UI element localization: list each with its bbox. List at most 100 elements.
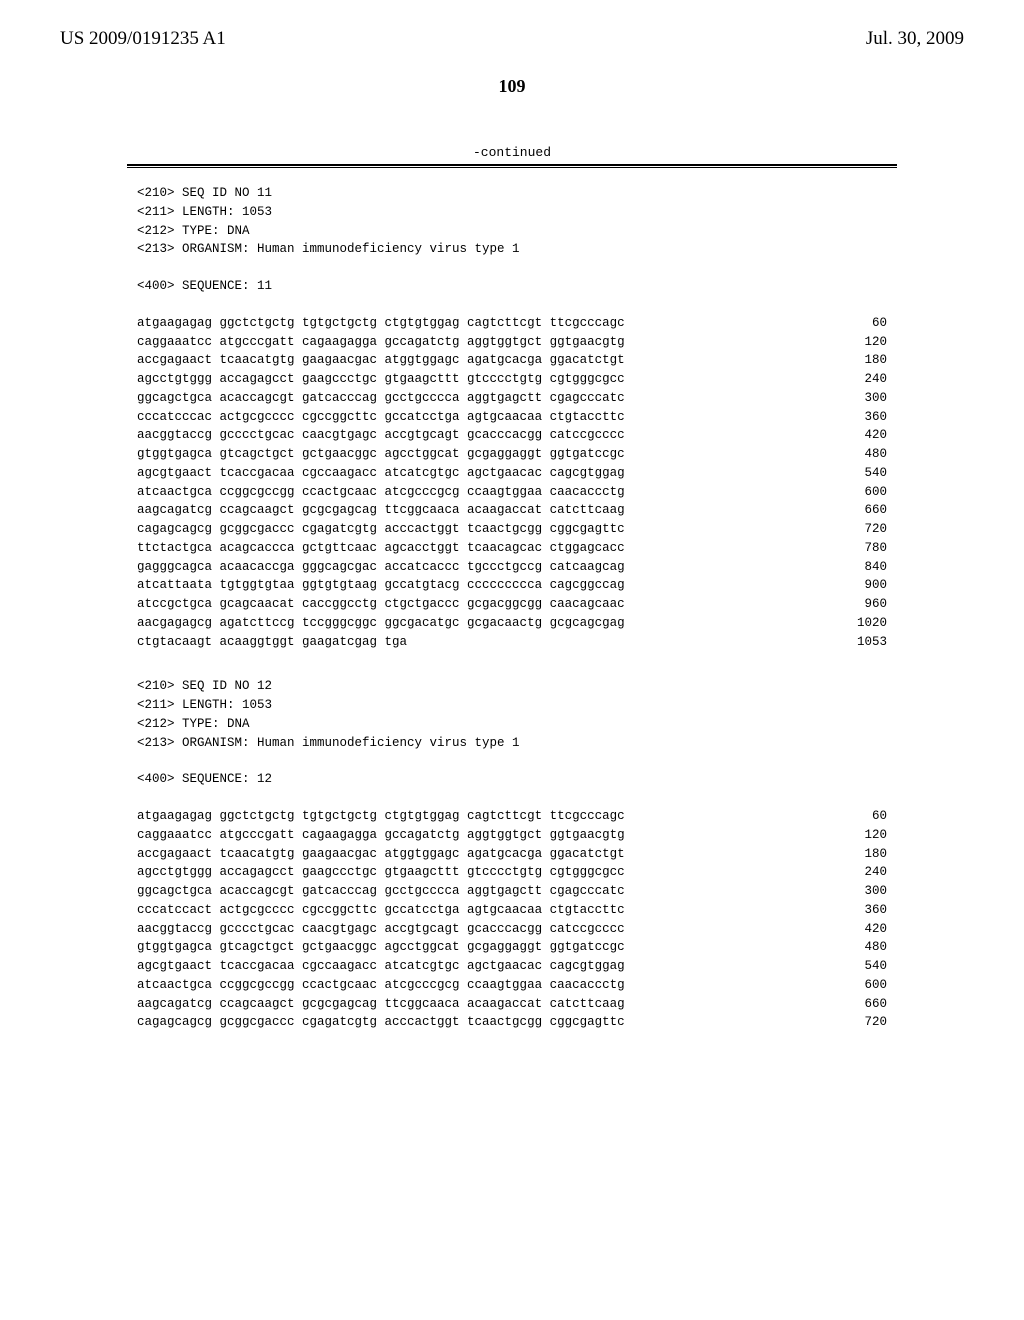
sequence-listing: <210> SEQ ID NO 11<211> LENGTH: 1053<212…: [127, 168, 897, 1060]
sequence-groups: agcgtgaact tcaccgacaa cgccaagacc atcatcg…: [137, 464, 625, 483]
sequence-label: <400> SEQUENCE: 12: [137, 770, 887, 789]
sequence-position: 900: [837, 576, 887, 595]
sequence-groups: accgagaact tcaacatgtg gaagaacgac atggtgg…: [137, 351, 625, 370]
sequence-position: 1020: [837, 614, 887, 633]
sequence-position: 600: [837, 483, 887, 502]
sequence-position: 360: [837, 408, 887, 427]
sequence-row: cagagcagcg gcggcgaccc cgagatcgtg acccact…: [137, 1013, 887, 1032]
sequence-groups: cagagcagcg gcggcgaccc cgagatcgtg acccact…: [137, 1013, 625, 1032]
sequence-position: 540: [837, 957, 887, 976]
page-number: 109: [0, 76, 1024, 97]
sequence-position: 240: [837, 863, 887, 882]
publication-date: Jul. 30, 2009: [866, 28, 964, 50]
sequence-position: 240: [837, 370, 887, 389]
sequence-groups: atcaactgca ccggcgccgg ccactgcaac atcgccc…: [137, 976, 625, 995]
sequence-groups: atccgctgca gcagcaacat caccggcctg ctgctga…: [137, 595, 625, 614]
sequence-row: atcaactgca ccggcgccgg ccactgcaac atcgccc…: [137, 976, 887, 995]
sequence-row: caggaaatcc atgcccgatt cagaagagga gccagat…: [137, 333, 887, 352]
sequence-spacer: [137, 669, 887, 677]
sequence-position: 720: [837, 1013, 887, 1032]
sequence-row: aacggtaccg gcccctgcac caacgtgagc accgtgc…: [137, 426, 887, 445]
sequence-position: 180: [837, 845, 887, 864]
sequence-position: 360: [837, 901, 887, 920]
sequence-row: atccgctgca gcagcaacat caccggcctg ctgctga…: [137, 595, 887, 614]
sequence-groups: atcaactgca ccggcgccgg ccactgcaac atcgccc…: [137, 483, 625, 502]
sequence-row: ggcagctgca acaccagcgt gatcacccag gcctgcc…: [137, 389, 887, 408]
sequence-meta-block: <210> SEQ ID NO 12<211> LENGTH: 1053<212…: [137, 677, 887, 752]
sequence-meta-line: <213> ORGANISM: Human immunodeficiency v…: [137, 734, 887, 753]
sequence-row: atgaagagag ggctctgctg tgtgctgctg ctgtgtg…: [137, 314, 887, 333]
sequence-groups: ttctactgca acagcaccca gctgttcaac agcacct…: [137, 539, 625, 558]
sequence-row: accgagaact tcaacatgtg gaagaacgac atggtgg…: [137, 845, 887, 864]
sequence-position: 60: [837, 807, 887, 826]
sequence-position: 1053: [837, 633, 887, 652]
sequence-row: agcctgtggg accagagcct gaagccctgc gtgaagc…: [137, 863, 887, 882]
sequence-groups: atcattaata tgtggtgtaa ggtgtgtaag gccatgt…: [137, 576, 625, 595]
sequence-groups: ctgtacaagt acaaggtggt gaagatcgag tga: [137, 633, 625, 652]
sequence-position: 660: [837, 501, 887, 520]
sequence-rows: atgaagagag ggctctgctg tgtgctgctg ctgtgtg…: [137, 807, 887, 1032]
sequence-groups: aagcagatcg ccagcaagct gcgcgagcag ttcggca…: [137, 995, 625, 1014]
sequence-meta-line: <213> ORGANISM: Human immunodeficiency v…: [137, 240, 887, 259]
sequence-position: 300: [837, 882, 887, 901]
sequence-row: atcattaata tgtggtgtaa ggtgtgtaag gccatgt…: [137, 576, 887, 595]
sequence-row: agcgtgaact tcaccgacaa cgccaagacc atcatcg…: [137, 464, 887, 483]
sequence-position: 540: [837, 464, 887, 483]
sequence-row: cccatcccac actgcgcccc cgccggcttc gccatcc…: [137, 408, 887, 427]
sequence-groups: cccatcccac actgcgcccc cgccggcttc gccatcc…: [137, 408, 625, 427]
sequence-position: 480: [837, 445, 887, 464]
sequence-position: 420: [837, 426, 887, 445]
sequence-position: 960: [837, 595, 887, 614]
sequence-groups: gtggtgagca gtcagctgct gctgaacggc agcctgg…: [137, 445, 625, 464]
sequence-position: 480: [837, 938, 887, 957]
sequence-row: agcgtgaact tcaccgacaa cgccaagacc atcatcg…: [137, 957, 887, 976]
sequence-meta-line: <212> TYPE: DNA: [137, 715, 887, 734]
sequence-row: ggcagctgca acaccagcgt gatcacccag gcctgcc…: [137, 882, 887, 901]
sequence-row: cagagcagcg gcggcgaccc cgagatcgtg acccact…: [137, 520, 887, 539]
sequence-groups: ggcagctgca acaccagcgt gatcacccag gcctgcc…: [137, 389, 625, 408]
continued-label: -continued: [0, 145, 1024, 160]
sequence-groups: agcgtgaact tcaccgacaa cgccaagacc atcatcg…: [137, 957, 625, 976]
sequence-position: 180: [837, 351, 887, 370]
sequence-row: ctgtacaagt acaaggtggt gaagatcgag tga 105…: [137, 633, 887, 652]
sequence-row: atcaactgca ccggcgccgg ccactgcaac atcgccc…: [137, 483, 887, 502]
sequence-groups: aacggtaccg gcccctgcac caacgtgagc accgtgc…: [137, 426, 625, 445]
sequence-groups: accgagaact tcaacatgtg gaagaacgac atggtgg…: [137, 845, 625, 864]
sequence-row: gtggtgagca gtcagctgct gctgaacggc agcctgg…: [137, 445, 887, 464]
sequence-position: 660: [837, 995, 887, 1014]
sequence-row: gagggcagca acaacaccga gggcagcgac accatca…: [137, 558, 887, 577]
sequence-position: 420: [837, 920, 887, 939]
sequence-meta-line: <212> TYPE: DNA: [137, 222, 887, 241]
sequence-position: 120: [837, 333, 887, 352]
sequence-meta-line: <211> LENGTH: 1053: [137, 696, 887, 715]
sequence-row: aagcagatcg ccagcaagct gcgcgagcag ttcggca…: [137, 995, 887, 1014]
sequence-meta-line: <210> SEQ ID NO 12: [137, 677, 887, 696]
page-header: US 2009/0191235 A1 Jul. 30, 2009: [0, 0, 1024, 50]
sequence-rows: atgaagagag ggctctgctg tgtgctgctg ctgtgtg…: [137, 314, 887, 652]
sequence-groups: aacgagagcg agatcttccg tccgggcggc ggcgaca…: [137, 614, 625, 633]
sequence-groups: ggcagctgca acaccagcgt gatcacccag gcctgcc…: [137, 882, 625, 901]
sequence-groups: cccatccact actgcgcccc cgccggcttc gccatcc…: [137, 901, 625, 920]
sequence-groups: caggaaatcc atgcccgatt cagaagagga gccagat…: [137, 333, 625, 352]
sequence-row: aacgagagcg agatcttccg tccgggcggc ggcgaca…: [137, 614, 887, 633]
sequence-groups: agcctgtggg accagagcct gaagccctgc gtgaagc…: [137, 370, 625, 389]
sequence-meta-line: <211> LENGTH: 1053: [137, 203, 887, 222]
sequence-position: 840: [837, 558, 887, 577]
sequence-groups: gagggcagca acaacaccga gggcagcgac accatca…: [137, 558, 625, 577]
sequence-row: gtggtgagca gtcagctgct gctgaacggc agcctgg…: [137, 938, 887, 957]
sequence-groups: atgaagagag ggctctgctg tgtgctgctg ctgtgtg…: [137, 314, 625, 333]
sequence-position: 720: [837, 520, 887, 539]
sequence-groups: agcctgtggg accagagcct gaagccctgc gtgaagc…: [137, 863, 625, 882]
sequence-position: 300: [837, 389, 887, 408]
sequence-row: agcctgtggg accagagcct gaagccctgc gtgaagc…: [137, 370, 887, 389]
sequence-row: accgagaact tcaacatgtg gaagaacgac atggtgg…: [137, 351, 887, 370]
sequence-meta-line: <210> SEQ ID NO 11: [137, 184, 887, 203]
sequence-position: 600: [837, 976, 887, 995]
sequence-row: aacggtaccg gcccctgcac caacgtgagc accgtgc…: [137, 920, 887, 939]
sequence-position: 780: [837, 539, 887, 558]
sequence-groups: aagcagatcg ccagcaagct gcgcgagcag ttcggca…: [137, 501, 625, 520]
sequence-row: caggaaatcc atgcccgatt cagaagagga gccagat…: [137, 826, 887, 845]
sequence-groups: aacggtaccg gcccctgcac caacgtgagc accgtgc…: [137, 920, 625, 939]
sequence-groups: cagagcagcg gcggcgaccc cgagatcgtg acccact…: [137, 520, 625, 539]
sequence-label: <400> SEQUENCE: 11: [137, 277, 887, 296]
